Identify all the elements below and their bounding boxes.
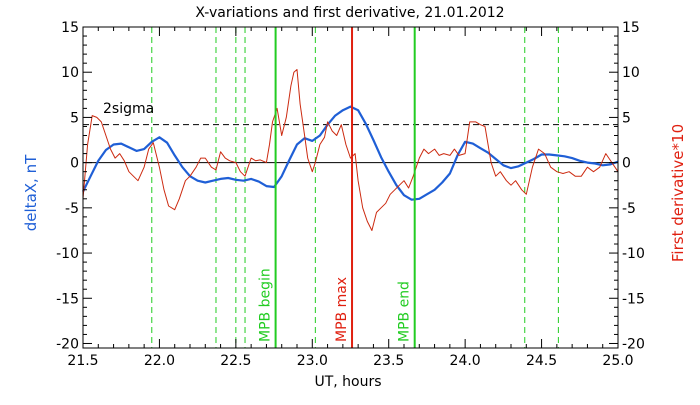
- marker-label-1: MPB max: [334, 277, 350, 342]
- x-tick-label: 22.5: [220, 353, 251, 369]
- x-tick-label: 22.0: [144, 353, 175, 369]
- x-tick-label: 24.0: [450, 353, 481, 369]
- y-tick-label-right: -20: [622, 336, 645, 352]
- grid-layer: [83, 27, 618, 348]
- y-axis-label-left: deltaX, nT: [22, 154, 40, 231]
- marker-label-0: MPB begin: [258, 268, 274, 342]
- y-tick-label-left: 5: [70, 110, 79, 126]
- y-tick-label-right: -15: [622, 291, 645, 307]
- x-tick-label: 23.0: [297, 353, 328, 369]
- y-tick-label-left: 10: [61, 65, 79, 81]
- marker-labels-layer: MPB begin MPB max MPB end: [258, 268, 413, 342]
- y-tick-label-left: -10: [56, 246, 79, 262]
- series-layer: [82, 27, 619, 348]
- y-tick-label-right: 0: [622, 156, 631, 172]
- y-tick-label-right: 10: [622, 65, 640, 81]
- y-axis-label-right: First derivative*10: [669, 124, 687, 262]
- x-tick-label: 23.5: [373, 353, 404, 369]
- series-line-derivative: [82, 69, 619, 231]
- x-tick-label: 25.0: [602, 353, 633, 369]
- y-tick-label-left: -20: [56, 336, 79, 352]
- y-tick-label-right: -5: [622, 201, 636, 217]
- y-tick-label-right: 15: [622, 20, 640, 36]
- axes-layer: 21.5 22.0 22.5 23.0 23.5 24.0 24.5 25.0 15 15 10 10…: [56, 20, 645, 369]
- plot-frame: [82, 26, 619, 349]
- chart-title: X-variations and first derivative, 21.01…: [195, 5, 504, 21]
- y-tick-label-left: -15: [56, 291, 79, 307]
- y-tick-label-left: 15: [61, 20, 79, 36]
- marker-label-2: MPB end: [397, 281, 413, 342]
- y-tick-label-left: -5: [65, 201, 79, 217]
- threshold-label: 2sigma: [103, 101, 154, 117]
- y-tick-label-right: 5: [622, 110, 631, 126]
- y-tick-label-left: 0: [70, 156, 79, 172]
- y-tick-label-right: -10: [622, 246, 645, 262]
- x-tick-label: 21.5: [67, 353, 98, 369]
- x-axis-label: UT, hours: [314, 374, 381, 390]
- x-tick-label: 24.5: [526, 353, 557, 369]
- series-line-deltaX: [82, 105, 619, 201]
